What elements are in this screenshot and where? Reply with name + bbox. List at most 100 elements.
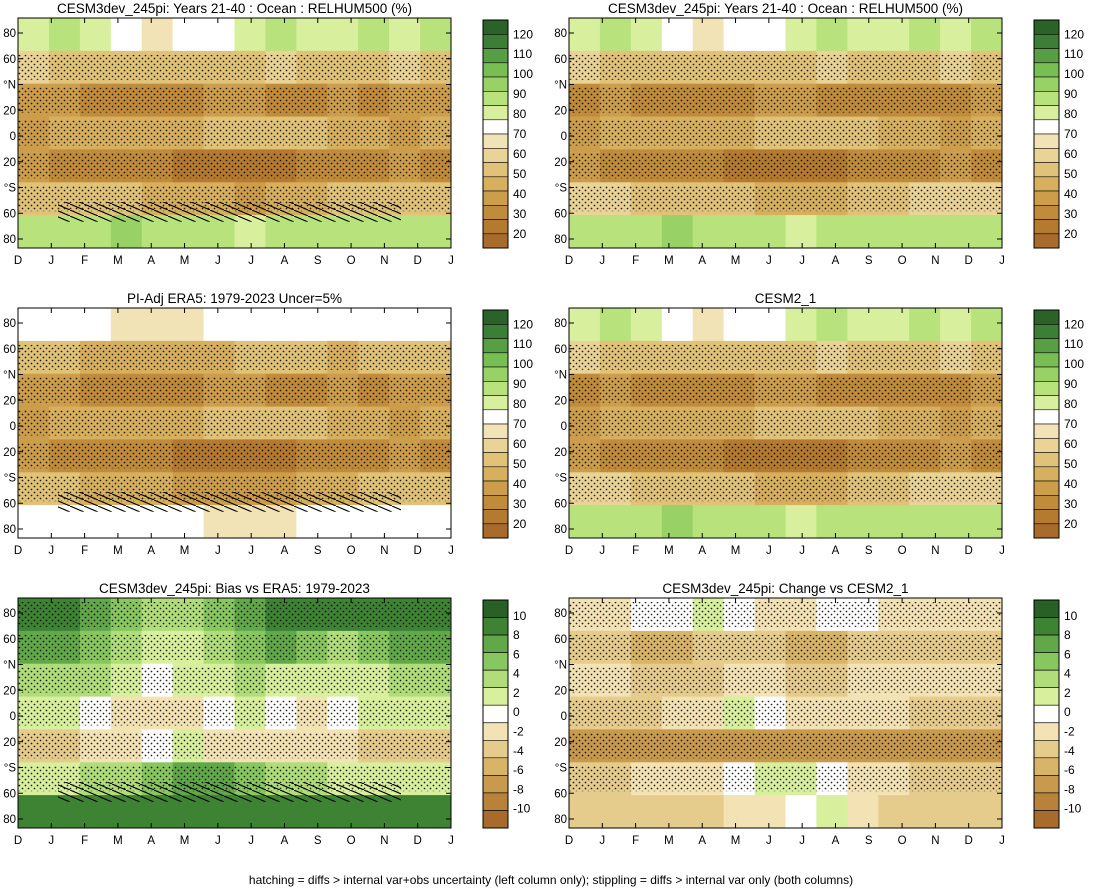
x-tick-label: M — [731, 835, 741, 847]
y-tick-label: 0 — [10, 711, 16, 723]
heatmap-cell — [110, 18, 143, 52]
x-tick-label: M — [731, 255, 741, 267]
x-tick-label: D — [965, 835, 973, 847]
colorbar-segment — [1033, 381, 1060, 396]
x-tick-label: J — [448, 835, 454, 847]
x-tick-label: D — [14, 835, 22, 847]
heatmap-cell — [79, 308, 112, 342]
colorbar-label: 20 — [513, 227, 527, 241]
x-tick-label: D — [14, 545, 22, 557]
x-tick-label: S — [314, 255, 322, 267]
colorbar-label: 100 — [513, 67, 533, 81]
colorbar-segment — [1033, 792, 1060, 811]
colorbar-label: 10 — [1064, 609, 1078, 623]
plot-frame — [568, 17, 1003, 249]
colorbar-segment — [1033, 190, 1060, 206]
heatmap-chart: CESM2_1 80 60 °N 20 0 20 °S 60 80 D J F M A M J J A S O N D J 12… — [554, 291, 1084, 557]
panel-top-left: CESM3dev_245pi: Years 21-40 : Ocean : RE… — [0, 0, 551, 297]
hatching — [58, 492, 401, 512]
stippling — [569, 410, 1002, 436]
heatmap-cell — [909, 795, 941, 828]
y-tick-label: 80 — [554, 318, 567, 330]
colorbar-segment — [1033, 452, 1060, 468]
colorbar-label: 20 — [513, 517, 527, 531]
heatmap-cell — [940, 505, 972, 538]
heatmap-cell — [569, 308, 601, 342]
y-tick-label: °N — [3, 80, 16, 92]
panel-top-right: CESM3dev_245pi: Years 21-40 : Ocean : RE… — [551, 0, 1102, 297]
stippling — [18, 700, 451, 726]
x-tick-label: J — [599, 545, 605, 557]
heatmap-cell — [599, 215, 632, 248]
colorbar-segment — [1033, 599, 1060, 618]
y-tick-label: 60 — [3, 634, 16, 646]
stippling — [569, 344, 1002, 370]
y-tick-label: 60 — [554, 788, 567, 800]
colorbar-segment — [482, 775, 509, 794]
colorbar-segment — [1033, 523, 1060, 539]
y-tick-label: 80 — [554, 28, 567, 40]
colorbar-segment — [1033, 775, 1060, 794]
colorbar-label: 90 — [1064, 377, 1078, 391]
y-tick-label: °N — [3, 370, 16, 382]
heatmap-cell — [816, 18, 848, 52]
heatmap-cell — [110, 308, 143, 342]
colorbar-segment — [482, 309, 509, 325]
colorbar-label: 40 — [513, 477, 527, 491]
heatmap-cell — [909, 215, 941, 248]
heatmap-cell — [265, 18, 297, 52]
colorbar-label: -6 — [1064, 763, 1075, 777]
colorbar-label: 100 — [513, 357, 533, 371]
x-tick-label: F — [81, 835, 88, 847]
colorbar-segment — [482, 219, 509, 235]
x-tick-label: A — [698, 835, 706, 847]
colorbar-frame — [1033, 599, 1060, 829]
stippling — [18, 667, 451, 693]
colorbar-segment — [1033, 634, 1060, 653]
y-tick-label: 60 — [554, 498, 567, 510]
heatmap-cell — [754, 215, 787, 248]
colorbar-label: 60 — [513, 437, 527, 451]
heatmap-cell — [692, 18, 725, 52]
y-tick-label: 80 — [3, 524, 16, 536]
heatmap-cell — [940, 795, 972, 828]
y-tick-label: 80 — [554, 234, 567, 246]
colorbar-segment — [482, 190, 509, 206]
colorbar-label: 70 — [513, 417, 527, 431]
heatmap-cell — [18, 215, 50, 248]
plot-frame — [17, 307, 452, 539]
colorbar-segment — [1033, 395, 1060, 411]
colorbar-segment — [1033, 366, 1060, 382]
y-tick-label: °N — [554, 370, 567, 382]
colorbar-label: 80 — [513, 397, 527, 411]
heatmap-cell — [630, 18, 663, 52]
x-tick-label: D — [414, 545, 422, 557]
colorbar-segment — [482, 722, 509, 741]
colorbar-label: 8 — [513, 628, 520, 642]
x-tick-label: J — [799, 545, 805, 557]
colorbar-segment — [1033, 423, 1060, 439]
y-tick-label: 20 — [554, 105, 567, 117]
x-tick-label: J — [799, 255, 805, 267]
x-tick-label: O — [898, 255, 907, 267]
heatmap-cell — [847, 18, 879, 52]
colorbar-segment — [482, 338, 509, 354]
colorbar-label: 40 — [1064, 187, 1078, 201]
heatmap-cell — [816, 505, 848, 538]
colorbar-frame — [482, 599, 509, 829]
heatmap-cell — [358, 308, 390, 342]
x-tick-label: A — [281, 835, 289, 847]
colorbar-segment — [482, 792, 509, 811]
y-tick-label: 80 — [554, 524, 567, 536]
y-tick-label: 60 — [3, 54, 16, 66]
y-tick-label: 80 — [3, 28, 16, 40]
y-tick-label: 60 — [554, 634, 567, 646]
colorbar-label: 120 — [1064, 27, 1084, 41]
heatmap-cell — [940, 308, 972, 342]
heatmap-cell — [420, 215, 451, 248]
x-tick-label: M — [731, 545, 741, 557]
x-tick-label: A — [832, 545, 840, 557]
colorbar-segment — [1033, 438, 1060, 453]
heatmap-cell — [18, 18, 50, 52]
y-tick-label: °N — [554, 80, 567, 92]
